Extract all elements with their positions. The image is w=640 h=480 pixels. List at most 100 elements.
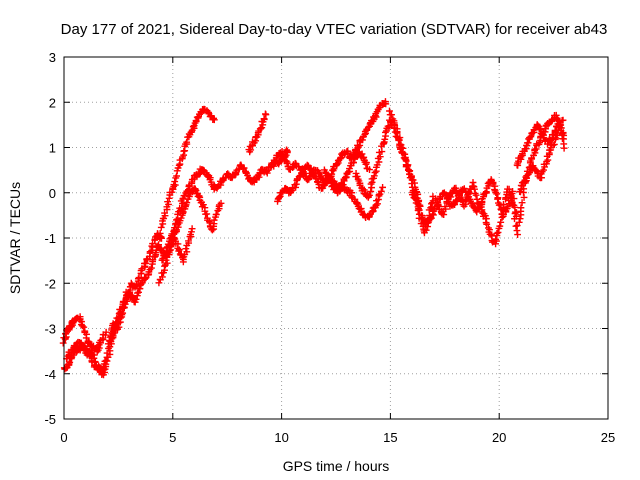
data-point bbox=[510, 195, 518, 202]
data-point bbox=[312, 174, 320, 182]
data-point bbox=[333, 160, 341, 168]
y-tick-label: -3 bbox=[44, 322, 56, 337]
series-trace-p bbox=[320, 148, 373, 197]
data-point bbox=[195, 170, 203, 178]
data-point bbox=[404, 166, 412, 174]
x-tick-label: 20 bbox=[492, 430, 506, 445]
data-point bbox=[171, 178, 179, 185]
tick-layer: 0 5 10 15 20 25 -5 -4 -3 -2 -1 0 1 2 3 bbox=[44, 50, 615, 445]
data-point bbox=[146, 266, 154, 273]
x-axis-label: GPS time / hours bbox=[283, 458, 390, 474]
x-tick-label: 5 bbox=[169, 430, 176, 445]
data-point bbox=[554, 126, 562, 134]
data-point bbox=[413, 197, 421, 205]
data-point bbox=[183, 138, 191, 146]
data-point bbox=[359, 136, 366, 144]
data-point bbox=[367, 188, 375, 195]
y-tick-label: -4 bbox=[44, 367, 56, 382]
data-point bbox=[474, 205, 482, 213]
data-point bbox=[256, 125, 264, 133]
data-point bbox=[103, 349, 111, 357]
data-point bbox=[182, 245, 190, 253]
y-tick-label: -1 bbox=[44, 231, 56, 246]
data-point bbox=[496, 222, 504, 230]
data-point bbox=[163, 259, 171, 267]
data-point bbox=[381, 135, 389, 143]
data-point bbox=[102, 357, 110, 364]
x-tick-label: 0 bbox=[60, 430, 67, 445]
data-point bbox=[404, 162, 412, 170]
data-point bbox=[453, 197, 461, 205]
data-point bbox=[362, 160, 370, 168]
data-point bbox=[388, 111, 395, 119]
data-point bbox=[135, 288, 142, 296]
x-tick-label: 25 bbox=[601, 430, 615, 445]
data-point bbox=[79, 344, 87, 351]
data-point bbox=[212, 211, 220, 218]
data-point bbox=[494, 229, 502, 236]
data-point bbox=[66, 358, 74, 366]
data-point bbox=[515, 218, 523, 226]
data-point bbox=[517, 204, 525, 212]
data-point bbox=[162, 256, 170, 264]
data-point bbox=[509, 188, 516, 195]
y-tick-label: 0 bbox=[49, 186, 56, 201]
data-point bbox=[117, 308, 125, 316]
grid-layer bbox=[64, 57, 608, 419]
data-point bbox=[452, 196, 460, 204]
data-point bbox=[386, 107, 393, 115]
data-point bbox=[492, 235, 500, 243]
data-point bbox=[324, 172, 332, 180]
data-point bbox=[306, 165, 314, 173]
x-tick-label: 10 bbox=[274, 430, 288, 445]
data-point bbox=[549, 141, 557, 149]
data-point bbox=[402, 157, 410, 165]
series-trace-i bbox=[270, 98, 390, 187]
data-point bbox=[374, 200, 381, 208]
data-point bbox=[167, 241, 175, 249]
data-point bbox=[473, 208, 481, 216]
data-point bbox=[90, 354, 98, 362]
chart-title: Day 177 of 2021, Sidereal Day-to-day VTE… bbox=[61, 21, 608, 38]
data-point bbox=[132, 295, 140, 303]
data-point bbox=[376, 153, 384, 161]
data-point bbox=[80, 323, 88, 331]
data-point bbox=[155, 241, 163, 249]
data-point bbox=[415, 207, 422, 214]
data-point bbox=[494, 195, 501, 203]
data-point bbox=[283, 146, 290, 154]
data-point bbox=[472, 191, 480, 199]
data-point bbox=[493, 230, 501, 237]
data-point bbox=[161, 209, 168, 217]
data-point bbox=[371, 169, 379, 176]
data-point bbox=[384, 122, 392, 130]
series-trace-g bbox=[155, 185, 225, 287]
data-point bbox=[185, 237, 192, 245]
data-point bbox=[382, 129, 389, 136]
series-trace-o bbox=[516, 116, 567, 196]
data-point bbox=[263, 167, 271, 175]
y-tick-label: 2 bbox=[49, 95, 56, 110]
data-point bbox=[134, 289, 141, 297]
data-point bbox=[137, 280, 145, 288]
data-point bbox=[108, 335, 116, 343]
data-point bbox=[188, 225, 196, 233]
data-point bbox=[78, 322, 86, 330]
data-point bbox=[189, 123, 197, 131]
data-point bbox=[498, 206, 505, 214]
data-point bbox=[113, 318, 121, 326]
data-point bbox=[540, 166, 547, 174]
data-point bbox=[276, 193, 283, 201]
data-point bbox=[260, 115, 268, 123]
data-point bbox=[497, 218, 505, 226]
data-point bbox=[518, 199, 526, 207]
series-trace-e bbox=[153, 105, 218, 250]
data-point bbox=[155, 279, 163, 287]
data-point bbox=[523, 174, 531, 182]
data-point bbox=[526, 134, 533, 141]
data-point bbox=[217, 199, 225, 207]
data-point bbox=[210, 116, 218, 124]
data-point bbox=[370, 172, 378, 180]
data-point bbox=[141, 274, 149, 282]
